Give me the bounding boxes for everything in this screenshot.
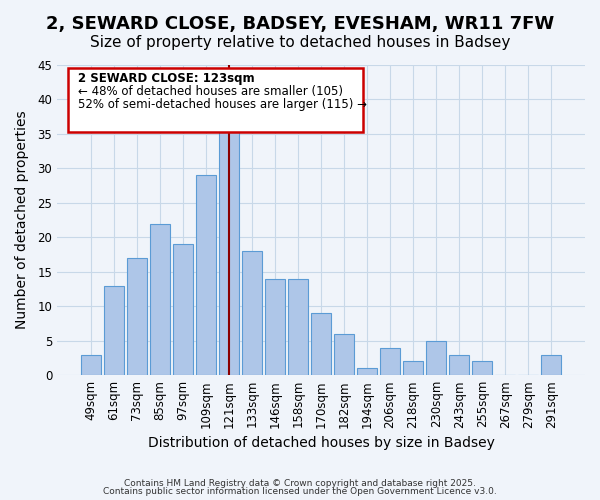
Bar (334, 334, 354, 375)
Bar (173, 244, 193, 375)
Bar (265, 278, 285, 375)
Bar (288, 278, 308, 375)
Bar (380, 348, 400, 375)
Text: 2, SEWARD CLOSE, BADSEY, EVESHAM, WR11 7FW: 2, SEWARD CLOSE, BADSEY, EVESHAM, WR11 7… (46, 15, 554, 33)
Text: 2 SEWARD CLOSE: 123sqm: 2 SEWARD CLOSE: 123sqm (78, 72, 255, 85)
Text: Contains HM Land Registry data © Crown copyright and database right 2025.: Contains HM Land Registry data © Crown c… (124, 478, 476, 488)
Y-axis label: Number of detached properties: Number of detached properties (15, 111, 29, 330)
Bar (427, 340, 446, 375)
Text: ← 48% of detached houses are smaller (105): ← 48% of detached houses are smaller (10… (78, 85, 343, 98)
Text: Size of property relative to detached houses in Badsey: Size of property relative to detached ho… (90, 35, 510, 50)
Bar (357, 368, 377, 375)
Bar (150, 224, 170, 375)
Bar (104, 286, 124, 375)
Text: 52% of semi-detached houses are larger (115) →: 52% of semi-detached houses are larger (… (78, 98, 367, 111)
Bar (403, 362, 423, 375)
Bar (311, 313, 331, 375)
Bar (541, 354, 561, 375)
Bar (196, 176, 216, 375)
Text: Contains public sector information licensed under the Open Government Licence v3: Contains public sector information licen… (103, 487, 497, 496)
FancyBboxPatch shape (68, 68, 363, 132)
X-axis label: Distribution of detached houses by size in Badsey: Distribution of detached houses by size … (148, 436, 494, 450)
Bar (81, 354, 101, 375)
Bar (219, 127, 239, 375)
Bar (127, 258, 146, 375)
Bar (472, 362, 492, 375)
Bar (449, 354, 469, 375)
Bar (242, 251, 262, 375)
